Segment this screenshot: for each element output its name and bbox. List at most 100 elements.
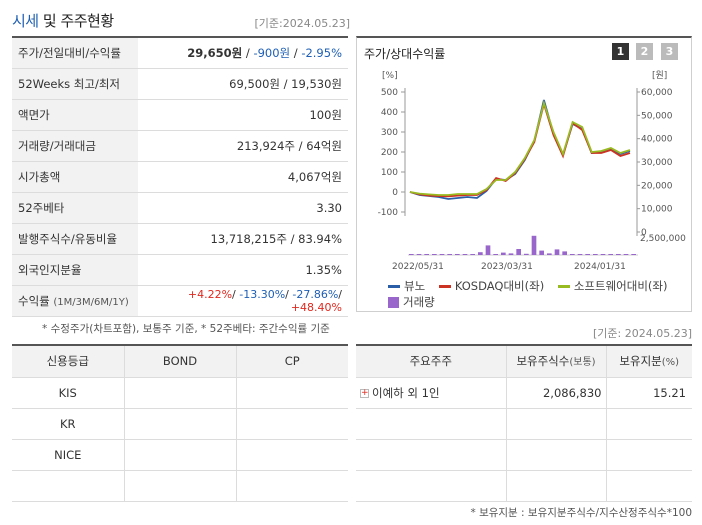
right-tick-label: 40,000 bbox=[641, 135, 673, 145]
left-tick-label: 400 bbox=[381, 108, 398, 118]
holder-shares: 2,086,830 bbox=[506, 376, 607, 409]
volume-bar bbox=[508, 253, 514, 255]
period-button-3[interactable]: 3 bbox=[661, 43, 678, 60]
volume-bar bbox=[409, 254, 414, 255]
row-value: 100원 bbox=[138, 99, 348, 131]
volume-bar bbox=[493, 254, 498, 255]
volume-bar bbox=[593, 254, 598, 255]
expand-icon[interactable]: + bbox=[360, 387, 369, 398]
legend-item[interactable]: 소프트웨어대비(좌) bbox=[557, 279, 667, 293]
row-label: 발행주식수/유동비율 bbox=[12, 223, 138, 255]
legend-swatch bbox=[388, 297, 399, 308]
returns-value: +4.22%/ -13.30%/ -27.86%/ +48.40% bbox=[138, 285, 348, 317]
table-row: 발행주식수/유동비율 13,718,215주 / 83.94% bbox=[12, 223, 348, 255]
legend-item[interactable]: 뷰노 bbox=[388, 279, 425, 293]
table-row: 시가총액 4,067억원 bbox=[12, 161, 348, 193]
volume-bar bbox=[516, 249, 521, 255]
table-row: 주가/전일대비/수익률 29,650원 / -900원 / -2.95% bbox=[12, 37, 348, 69]
shareholder-table: 주요주주 보유주식수(보통) 보유지분(%) + 이예하 외 1인 2,086,8… bbox=[356, 344, 692, 502]
reference-date: [기준:2024.05.23] bbox=[254, 17, 350, 30]
left-axis-unit: [%] bbox=[382, 71, 398, 81]
row-value: 4,067억원 bbox=[138, 161, 348, 193]
col-header: 신용등급 bbox=[12, 344, 125, 378]
table-row: 외국인지분율 1.35% bbox=[12, 254, 348, 286]
right-tick-label: 50,000 bbox=[641, 111, 673, 121]
volume-bar bbox=[462, 254, 468, 255]
table-row: 수익률 (1M/3M/6M/1Y) +4.22%/ -13.30%/ -27.8… bbox=[12, 285, 348, 317]
volume-bar bbox=[608, 254, 613, 255]
table-row bbox=[356, 469, 692, 502]
table-row: + 이예하 외 1인 2,086,830 15.21 bbox=[356, 376, 692, 409]
table-row: 52Weeks 최고/최저 69,500원 / 19,530원 bbox=[12, 68, 348, 100]
reference-date-2: [기준: 2024.05.23] bbox=[592, 327, 692, 340]
volume-tick-label: 2,500,000 bbox=[640, 234, 686, 244]
left-tick-label: 0 bbox=[392, 188, 398, 198]
row-value: 1.35% bbox=[138, 254, 348, 286]
left-tick-label: 100 bbox=[381, 168, 398, 178]
row-value: 13,718,215주 / 83.94% bbox=[138, 223, 348, 255]
series-line bbox=[409, 99, 631, 200]
table-row bbox=[356, 438, 692, 471]
volume-bar bbox=[600, 254, 606, 255]
table-row: NICE bbox=[12, 438, 348, 471]
right-tick-label: 60,000 bbox=[641, 88, 673, 98]
table-row bbox=[356, 407, 692, 440]
x-tick-label: 2024/01/31 bbox=[574, 262, 626, 272]
right-axis-unit: [원] bbox=[652, 70, 667, 81]
price-chart: [%] [원] 500 400 300 200 100 0 -100 60,000 50,00… bbox=[378, 70, 687, 272]
legend-item[interactable]: 거래량 bbox=[388, 295, 435, 309]
period-button-1[interactable]: 1 bbox=[612, 43, 629, 60]
row-label: 52Weeks 최고/최저 bbox=[12, 68, 138, 100]
right-tick-label: 10,000 bbox=[641, 205, 673, 215]
price-value: 29,650원 / -900원 / -2.95% bbox=[138, 37, 348, 69]
quote-table: 주가/전일대비/수익률 29,650원 / -900원 / -2.95% 52W… bbox=[12, 36, 348, 317]
agency-name: NICE bbox=[12, 438, 125, 471]
volume-bar bbox=[424, 254, 429, 255]
period-button-2[interactable]: 2 bbox=[636, 43, 653, 60]
col-header: 주요주주 bbox=[356, 344, 507, 378]
volume-bar bbox=[470, 254, 475, 255]
table-row: KR bbox=[12, 407, 348, 440]
row-label: 거래량/거래대금 bbox=[12, 130, 138, 162]
credit-rating-table: 신용등급 BOND CP KIS KR NICE bbox=[12, 344, 348, 502]
chart-title: 주가/상대수익률 bbox=[364, 47, 446, 61]
series-line bbox=[409, 100, 631, 198]
x-tick-label: 2023/03/31 bbox=[481, 262, 533, 272]
x-tick-label: 2022/05/31 bbox=[392, 262, 444, 272]
col-header: 보유지분(%) bbox=[606, 344, 692, 378]
volume-bar bbox=[539, 250, 544, 255]
volume-bar bbox=[585, 254, 590, 255]
chart-panel bbox=[356, 36, 692, 312]
volume-bar bbox=[447, 254, 452, 255]
volume-bar bbox=[524, 253, 529, 255]
volume-bar bbox=[616, 254, 621, 255]
volume-bar bbox=[432, 254, 437, 255]
volume-bar bbox=[547, 253, 552, 255]
left-tick-label: 200 bbox=[381, 148, 398, 158]
series-line bbox=[409, 99, 631, 196]
row-label: 액면가 bbox=[12, 99, 138, 131]
left-tick-label: 300 bbox=[381, 128, 398, 138]
holder-name[interactable]: 이예하 외 1인 bbox=[372, 385, 440, 400]
legend-item[interactable]: KOSDAQ대비(좌) bbox=[438, 279, 544, 293]
table-row: 52주베타 3.30 bbox=[12, 192, 348, 224]
agency-name: KIS bbox=[12, 376, 125, 409]
volume-bar bbox=[554, 249, 560, 255]
col-header: 보유주식수(보통) bbox=[506, 344, 607, 378]
left-tick-label: -100 bbox=[378, 208, 399, 218]
row-value: 69,500원 / 19,530원 bbox=[138, 68, 348, 100]
holder-pct: 15.21 bbox=[606, 376, 692, 409]
table-row bbox=[12, 469, 348, 502]
right-tick-label: 20,000 bbox=[641, 181, 673, 191]
row-label: 52주베타 bbox=[12, 192, 138, 224]
legend-swatch bbox=[388, 285, 400, 288]
table-row: KIS bbox=[12, 376, 348, 409]
row-value: 213,924주 / 64억원 bbox=[138, 130, 348, 162]
volume-bar bbox=[623, 254, 629, 255]
volume-bar bbox=[531, 235, 537, 255]
holder-name-cell: + 이예하 외 1인 bbox=[356, 376, 507, 409]
left-tick-label: 500 bbox=[381, 88, 398, 98]
chart-legend: 뷰노 KOSDAQ대비(좌) 소프트웨어대비(좌) 거래량 bbox=[388, 278, 688, 310]
row-label: 수익률 (1M/3M/6M/1Y) bbox=[12, 285, 138, 317]
right-tick-label: 0 bbox=[641, 228, 647, 238]
